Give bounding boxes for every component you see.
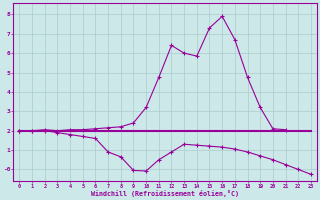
X-axis label: Windchill (Refroidissement éolien,°C): Windchill (Refroidissement éolien,°C) xyxy=(91,190,239,197)
